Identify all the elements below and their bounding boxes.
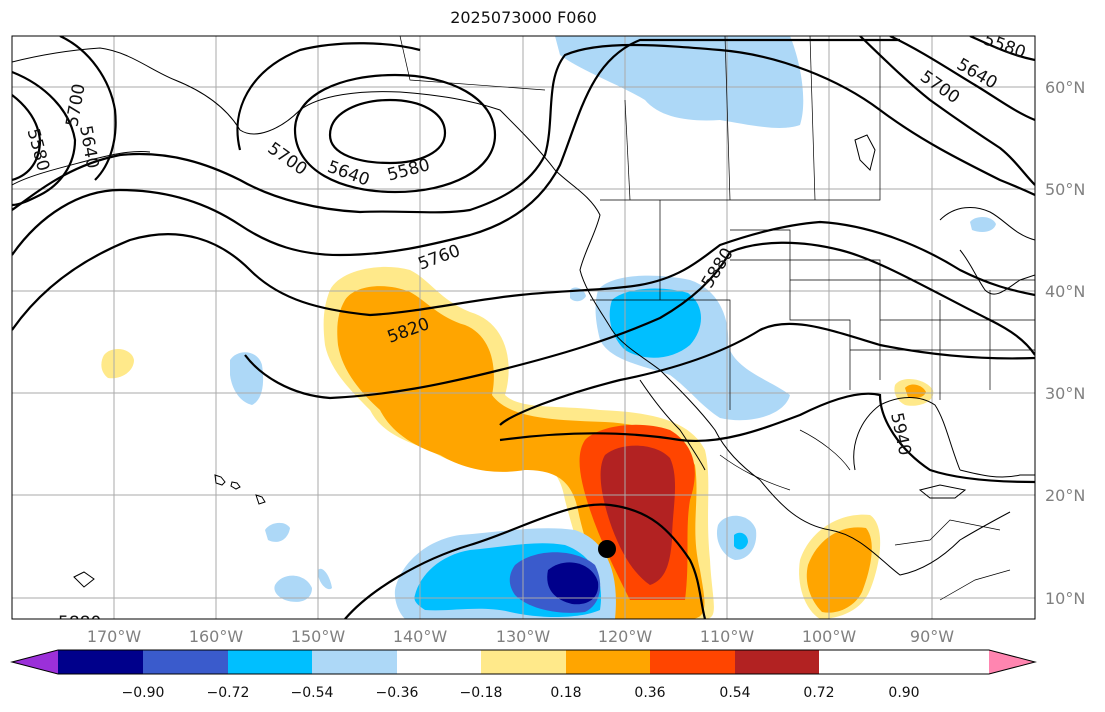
negative-anomaly-hawaii-small2 <box>318 568 332 590</box>
contour-5700-ul <box>59 36 117 181</box>
colorbar-segment <box>312 650 397 674</box>
contour-5640-ur <box>889 36 1035 122</box>
colorbar-segment <box>228 650 312 674</box>
contour-5700-ur <box>859 36 1035 186</box>
contour-5580-ul <box>12 94 42 182</box>
colorbar-segment <box>566 650 650 674</box>
contour-label-5700-ul: 5700 <box>63 82 90 128</box>
lon-label-170w: 170°W <box>87 627 142 646</box>
map-frame <box>11 35 1036 620</box>
lon-label-100w: 100°W <box>802 627 857 646</box>
contour-5700-inner <box>236 42 421 151</box>
lon-label-90w: 90°W <box>910 627 954 646</box>
colorbar-tick-label: −0.54 <box>291 685 334 701</box>
colorbar-segment <box>58 650 143 674</box>
height-contours <box>12 36 1035 625</box>
contour-label-5880: 5880 <box>698 245 738 292</box>
negative-anomaly-mexico-core <box>734 532 748 550</box>
graticule <box>12 36 1035 619</box>
colorbar-segments <box>12 650 1035 674</box>
contour-5940 <box>499 392 1035 484</box>
colorbar-segment <box>650 650 735 674</box>
lon-label-150w: 150°W <box>291 627 346 646</box>
lon-label-140w: 140°W <box>393 627 448 646</box>
lat-label-20n: 20°N <box>1045 486 1085 505</box>
latitude-labels: 60°N 50°N 40°N 30°N 20°N 10°N <box>1045 78 1085 608</box>
anomaly-fill-layer <box>101 36 996 619</box>
contour-label-5880-bl: 5880 <box>58 613 101 633</box>
colorbar-tick-label: −0.72 <box>207 685 250 701</box>
colorbar-tick-label: −0.36 <box>376 685 419 701</box>
contour-5580-low <box>328 98 447 165</box>
negative-anomaly-east-pacific-core <box>547 562 599 605</box>
positive-anomaly-pacific-small <box>101 348 134 379</box>
contour-label-5580-ur: 5580 <box>981 30 1028 64</box>
negative-anomaly-pacific-blob1 <box>230 352 264 405</box>
colorbar-extend-max <box>989 650 1035 674</box>
negative-anomaly-canada-outer <box>555 36 804 128</box>
lat-label-50n: 50°N <box>1045 180 1085 199</box>
colorbar-tick-label: 0.90 <box>888 685 919 701</box>
contour-5820 <box>12 220 1035 331</box>
colorbar-segment <box>481 650 566 674</box>
contour-5940-lower <box>344 503 707 619</box>
lon-label-130w: 130°W <box>496 627 551 646</box>
colorbar-tick-label: 0.72 <box>803 685 834 701</box>
colorbar-outline <box>10 649 1037 675</box>
contour-5700 <box>12 43 1035 214</box>
contour-5880 <box>244 241 1035 400</box>
contour-label-5580-ul: 5580 <box>23 126 54 173</box>
colorbar-tick-label: 0.18 <box>550 685 581 701</box>
contour-5880-bl <box>12 621 120 625</box>
colorbar-tick-label: 0.36 <box>634 685 665 701</box>
contour-5640-low <box>293 73 497 194</box>
coastlines <box>12 47 1035 588</box>
colorbar-extend-min <box>12 650 58 674</box>
contour-label-5700-low: 5700 <box>264 139 311 180</box>
lat-label-60n: 60°N <box>1045 78 1085 97</box>
contour-5880-b <box>499 322 1035 426</box>
colorbar-tick-label: −0.18 <box>460 685 503 701</box>
lon-label-120w: 120°W <box>598 627 653 646</box>
contour-label-5940: 5940 <box>886 411 915 457</box>
colorbar-ticks: −0.90 −0.72 −0.54 −0.36 −0.18 0.18 0.36 … <box>122 685 920 701</box>
contour-5760 <box>12 38 900 257</box>
contour-label-5640-ur: 5640 <box>953 55 1000 94</box>
positive-anomaly-darkred <box>600 445 676 585</box>
negative-anomaly-great-lakes <box>970 216 996 232</box>
lat-label-10n: 10°N <box>1045 589 1085 608</box>
lon-label-160w: 160°W <box>189 627 244 646</box>
map-title: 2025073000 F060 <box>450 8 597 27</box>
contour-label-5580-low: 5580 <box>385 155 432 186</box>
contour-5640-ul <box>12 70 77 207</box>
colorbar-segment <box>397 650 481 674</box>
colorbar-tick-label: −0.90 <box>122 685 165 701</box>
negative-anomaly-hawaii-small1 <box>265 522 290 542</box>
negative-anomaly-hawaii-west <box>274 575 312 602</box>
colorbar: −0.90 −0.72 −0.54 −0.36 −0.18 0.18 0.36 … <box>10 649 1037 701</box>
storm-position-dot <box>598 540 616 558</box>
positive-anomaly-central-mexico <box>806 527 872 613</box>
positive-anomaly-gulf-orange <box>905 384 926 399</box>
colorbar-segment <box>143 650 228 674</box>
colorbar-tick-label: 0.54 <box>719 685 750 701</box>
lat-label-40n: 40°N <box>1045 282 1085 301</box>
longitude-labels: 170°W 160°W 150°W 140°W 130°W 120°W 110°… <box>87 627 954 646</box>
lon-label-110w: 110°W <box>700 627 755 646</box>
lat-label-30n: 30°N <box>1045 384 1085 403</box>
contour-5580-ur <box>969 36 1035 62</box>
colorbar-segment <box>735 650 819 674</box>
